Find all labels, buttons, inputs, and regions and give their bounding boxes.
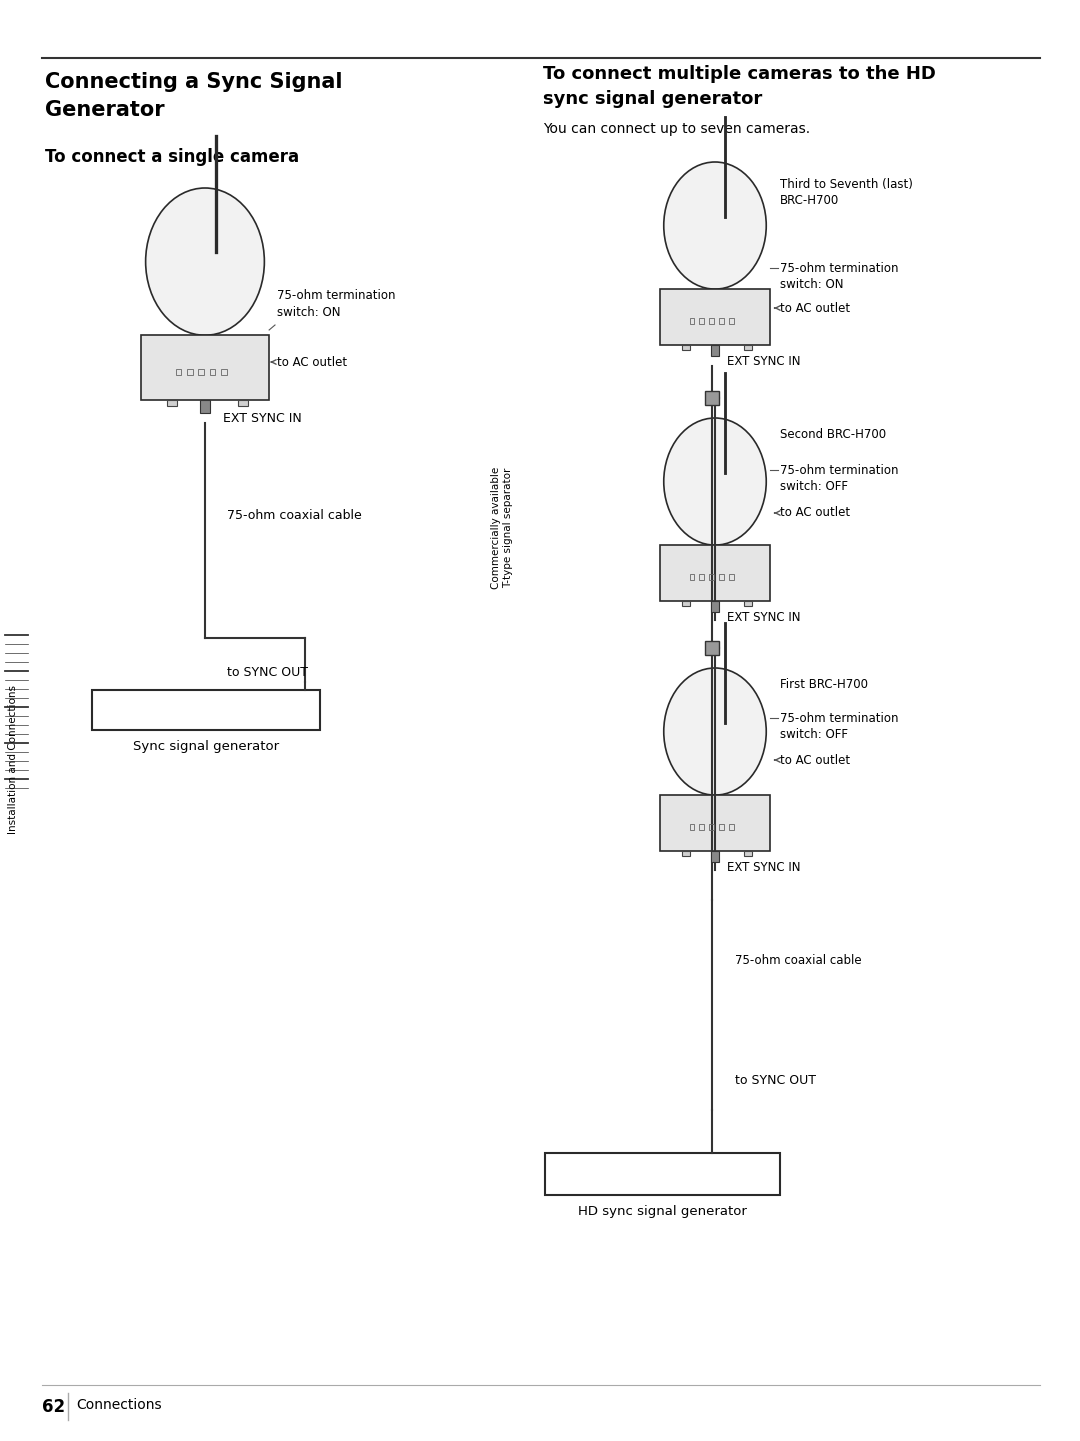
Text: to SYNC OUT: to SYNC OUT <box>735 1074 816 1087</box>
Bar <box>744 601 752 605</box>
Text: 75-ohm coaxial cable: 75-ohm coaxial cable <box>735 954 862 967</box>
Bar <box>711 850 719 862</box>
Bar <box>92 690 320 731</box>
Bar <box>700 574 704 579</box>
Text: to AC outlet: to AC outlet <box>774 506 850 520</box>
Bar <box>689 824 694 830</box>
Bar <box>660 290 770 344</box>
Bar <box>729 574 733 579</box>
Text: 75-ohm coaxial cable: 75-ohm coaxial cable <box>227 509 362 522</box>
Text: 75-ohm termination
switch: ON: 75-ohm termination switch: ON <box>276 290 395 318</box>
Bar <box>199 369 204 375</box>
Text: 75-ohm termination
switch: OFF: 75-ohm termination switch: OFF <box>781 464 899 493</box>
Bar <box>167 399 176 405</box>
Bar <box>683 344 690 350</box>
Text: Second BRC-H700: Second BRC-H700 <box>781 428 887 441</box>
Text: sync signal generator: sync signal generator <box>543 89 762 108</box>
Bar <box>705 641 719 656</box>
Text: to AC outlet: to AC outlet <box>774 754 850 767</box>
Bar <box>710 318 714 324</box>
Bar <box>705 391 719 405</box>
Bar <box>710 824 714 830</box>
Text: EXT SYNC IN: EXT SYNC IN <box>727 354 800 367</box>
Text: EXT SYNC IN: EXT SYNC IN <box>727 860 800 873</box>
Bar <box>719 318 724 324</box>
Bar <box>711 344 719 356</box>
Text: To connect multiple cameras to the HD: To connect multiple cameras to the HD <box>543 65 936 84</box>
Text: to AC outlet: to AC outlet <box>774 301 850 314</box>
Bar <box>239 399 247 405</box>
Bar <box>660 795 770 850</box>
Bar <box>683 601 690 605</box>
Text: Commercially available
T-type signal separator: Commercially available T-type signal sep… <box>490 467 513 589</box>
Text: 62: 62 <box>42 1398 65 1417</box>
Bar <box>140 336 269 399</box>
Text: to SYNC OUT: to SYNC OUT <box>227 666 308 679</box>
Bar <box>744 344 752 350</box>
Ellipse shape <box>664 161 766 290</box>
Text: EXT SYNC IN: EXT SYNC IN <box>727 611 800 624</box>
Text: HD sync signal generator: HD sync signal generator <box>578 1205 747 1218</box>
Bar <box>700 318 704 324</box>
Text: to AC outlet: to AC outlet <box>271 356 347 369</box>
Bar <box>719 574 724 579</box>
Text: Sync signal generator: Sync signal generator <box>133 741 279 754</box>
Bar <box>660 545 770 601</box>
Bar <box>200 399 210 414</box>
Text: Connections: Connections <box>76 1398 162 1412</box>
Bar <box>187 369 192 375</box>
Bar <box>689 318 694 324</box>
Bar <box>689 574 694 579</box>
Text: To connect a single camera: To connect a single camera <box>45 148 299 166</box>
Ellipse shape <box>146 187 265 336</box>
Text: 75-ohm termination
switch: ON: 75-ohm termination switch: ON <box>781 262 899 291</box>
Bar <box>176 369 181 375</box>
Bar <box>545 1153 780 1195</box>
Bar <box>719 824 724 830</box>
Text: EXT SYNC IN: EXT SYNC IN <box>222 412 301 425</box>
Text: You can connect up to seven cameras.: You can connect up to seven cameras. <box>543 122 810 135</box>
Bar <box>729 318 733 324</box>
Bar <box>221 369 227 375</box>
Bar <box>711 601 719 612</box>
Bar <box>210 369 215 375</box>
Text: 75-ohm termination
switch: OFF: 75-ohm termination switch: OFF <box>781 712 899 742</box>
Bar <box>744 850 752 856</box>
Bar <box>710 574 714 579</box>
Bar <box>700 824 704 830</box>
Bar <box>683 850 690 856</box>
Text: First BRC-H700: First BRC-H700 <box>781 679 868 692</box>
Ellipse shape <box>664 669 766 795</box>
Text: Generator: Generator <box>45 99 164 120</box>
Ellipse shape <box>664 418 766 545</box>
Text: Installation and Connections: Installation and Connections <box>8 686 18 834</box>
Bar <box>729 824 733 830</box>
Text: Connecting a Sync Signal: Connecting a Sync Signal <box>45 72 342 92</box>
Text: Third to Seventh (last)
BRC-H700: Third to Seventh (last) BRC-H700 <box>781 179 914 208</box>
